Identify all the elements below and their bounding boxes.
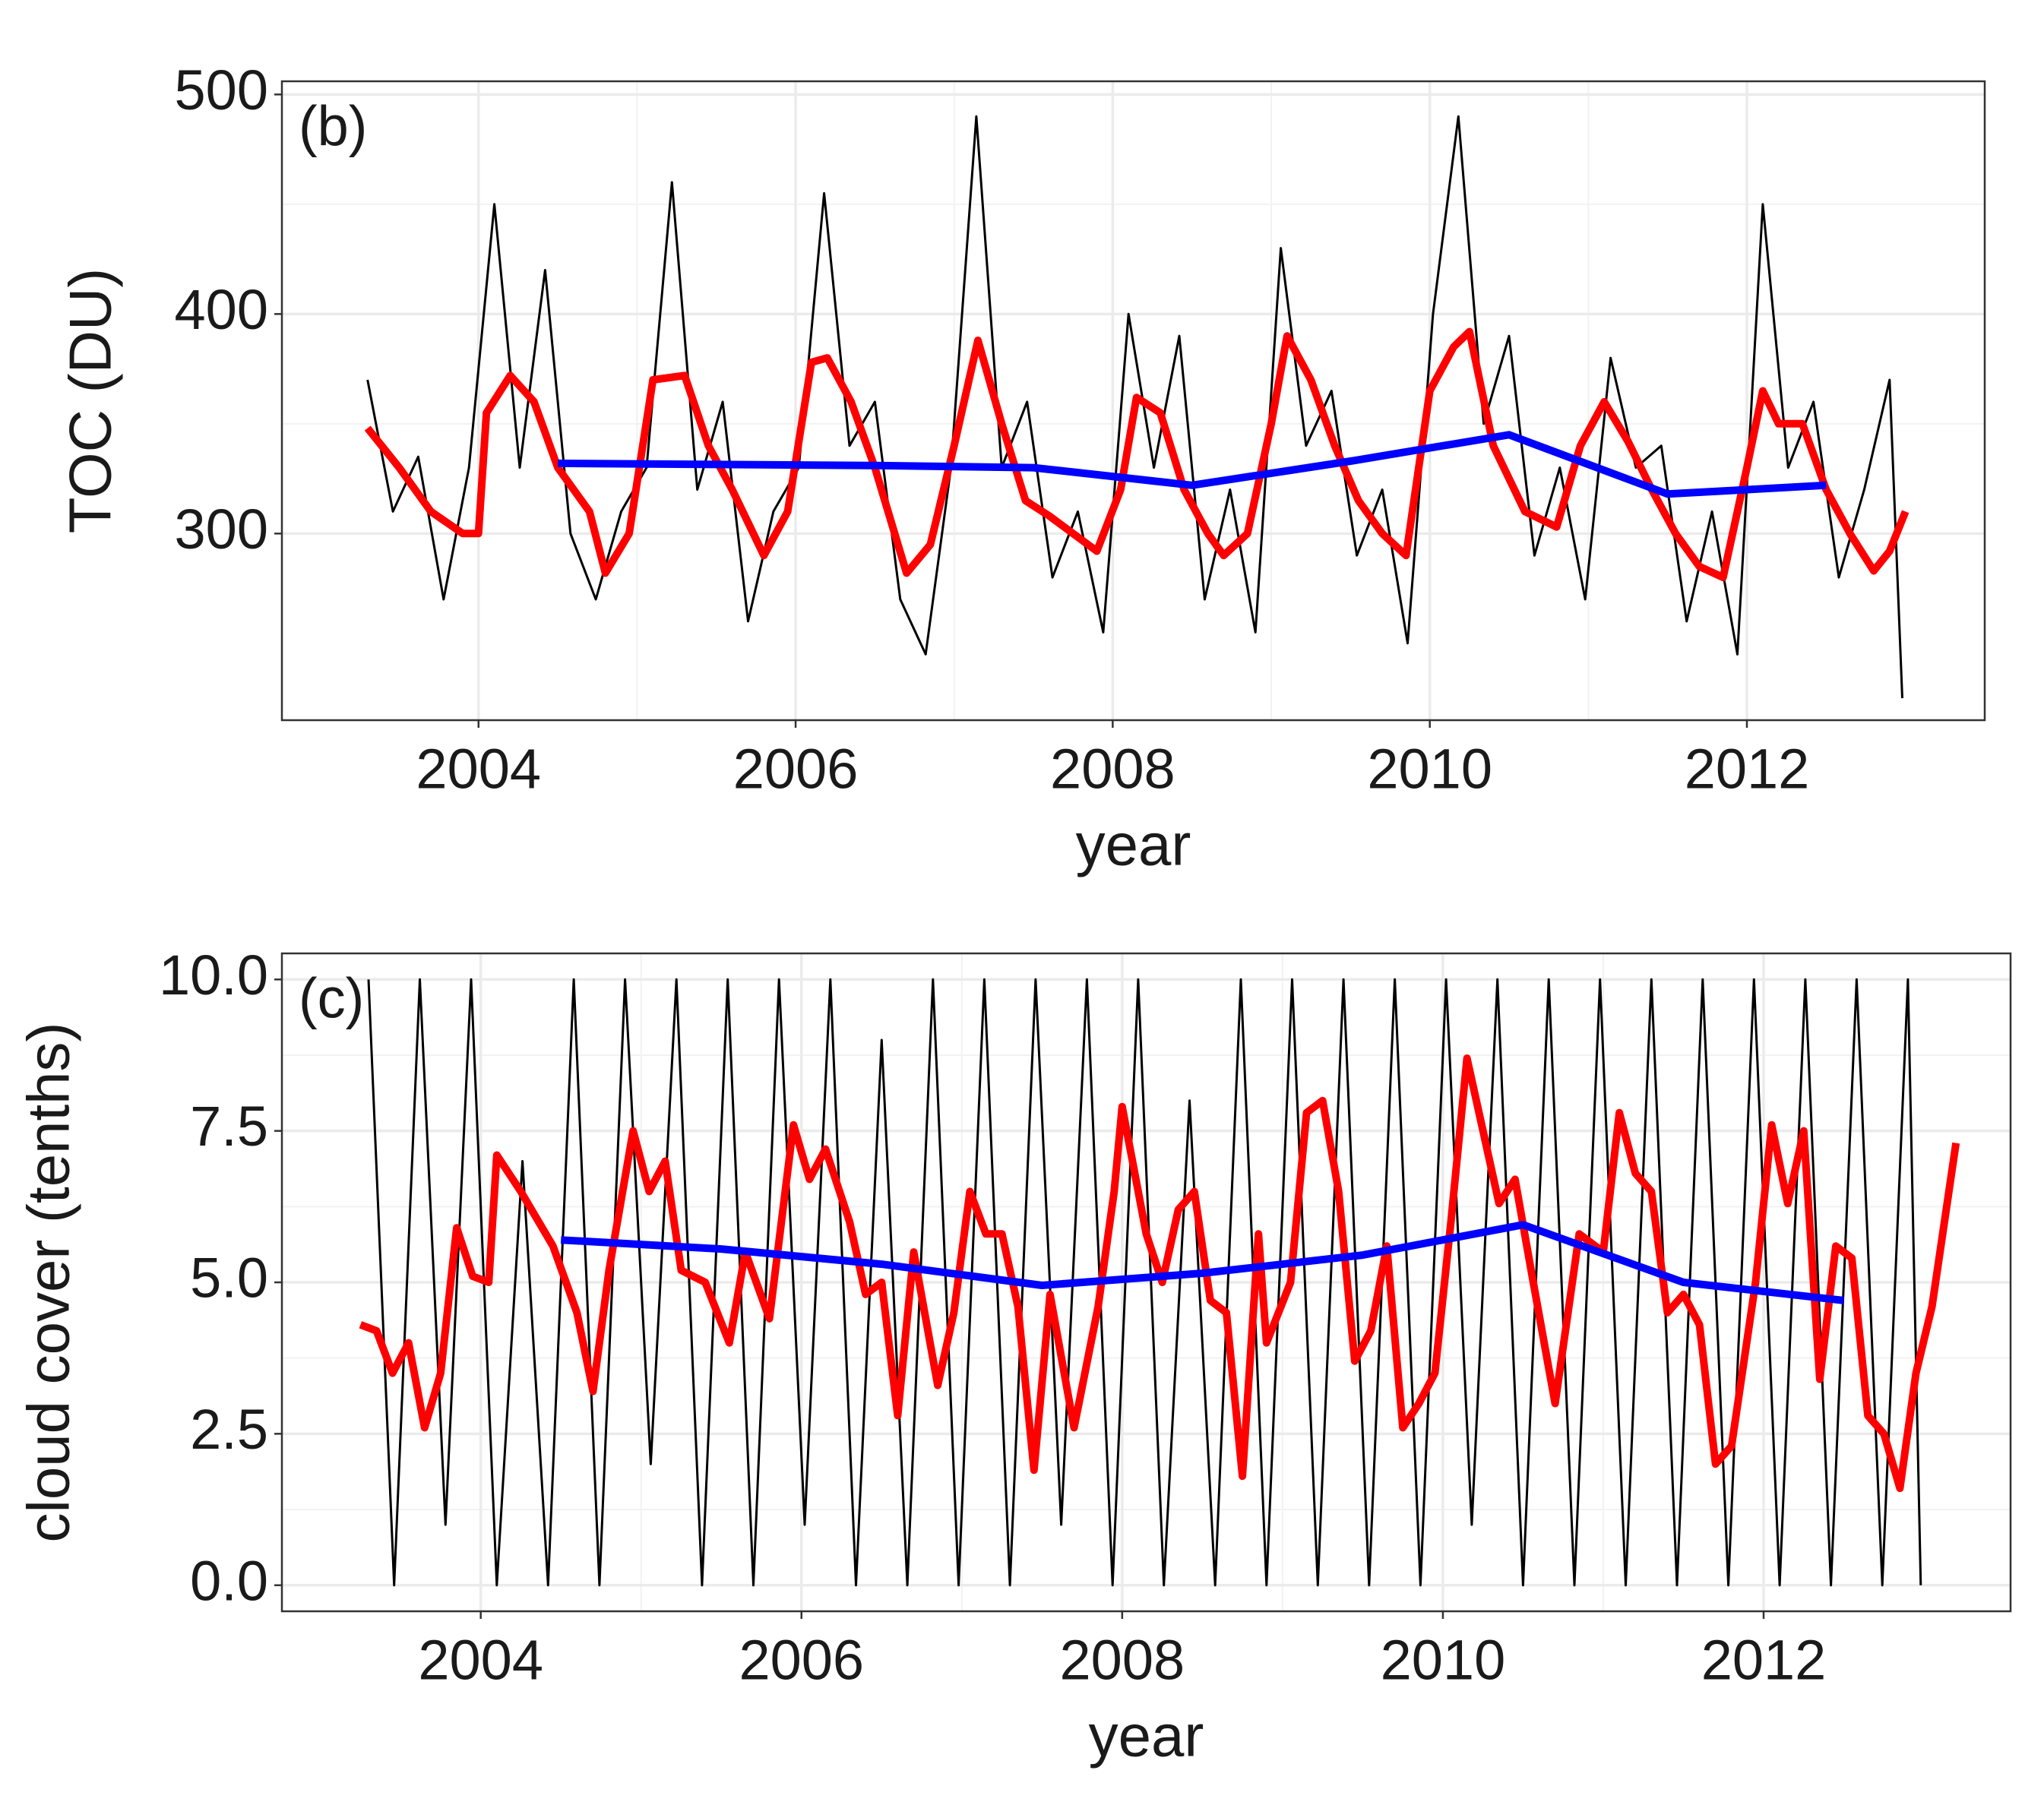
x-tick-label: 2004 (416, 738, 541, 801)
y-tick-label: 10.0 (159, 944, 268, 1007)
y-tick-label: 300 (175, 498, 268, 561)
x-tick-label: 2008 (1050, 738, 1175, 801)
x-tick-label: 2012 (1701, 1629, 1827, 1692)
y-tick-label: 2.5 (190, 1398, 268, 1461)
panel-label: (b) (299, 95, 367, 158)
x-tick-label: 2006 (739, 1629, 864, 1692)
x-axis-title: year (1089, 1702, 1204, 1769)
y-axis-title: cloud cover (tenths) (15, 1023, 82, 1543)
x-tick-label: 2006 (733, 738, 859, 801)
y-tick-label: 5.0 (190, 1247, 268, 1310)
x-tick-label: 2010 (1367, 738, 1492, 801)
series-line (558, 431, 1827, 498)
series-line (359, 1054, 1960, 1493)
panel-label: (c) (299, 967, 364, 1030)
y-tick-label: 400 (175, 278, 268, 341)
x-tick-label: 2010 (1381, 1629, 1506, 1692)
x-tick-label: 2004 (418, 1629, 543, 1692)
series-line (364, 327, 1910, 582)
plot-border (280, 80, 1986, 722)
y-axis-title: TOC (DU) (57, 268, 124, 534)
x-axis-title: year (1076, 811, 1191, 878)
series-line (560, 1221, 1845, 1304)
x-tick-label: 2008 (1060, 1629, 1185, 1692)
y-tick-label: 0.0 (190, 1549, 268, 1612)
series-line (366, 115, 1903, 699)
series-line (367, 978, 1922, 1587)
x-tick-label: 2012 (1685, 738, 1810, 801)
y-tick-label: 7.5 (190, 1095, 268, 1158)
y-tick-label: 500 (175, 58, 268, 122)
